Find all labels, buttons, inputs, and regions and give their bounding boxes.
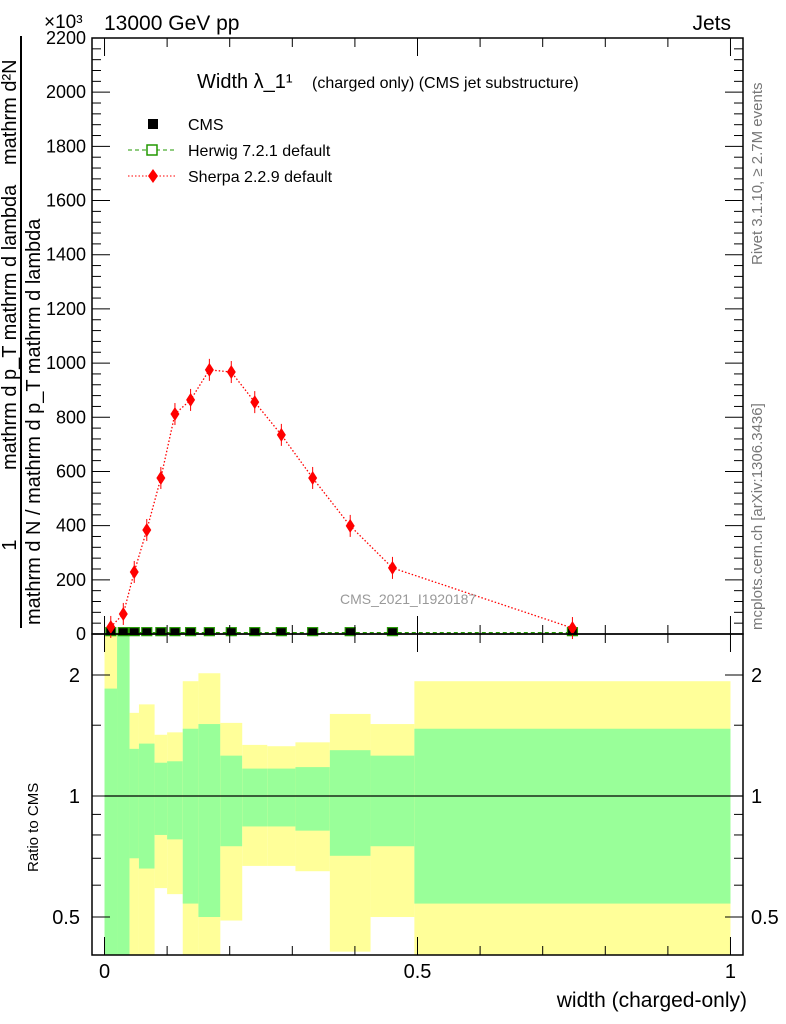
cms-point — [307, 627, 319, 637]
ratio-inner-band-bin — [414, 728, 731, 904]
ratio-y-tick-label-right: 0.5 — [751, 907, 779, 929]
legend-sherpa-marker — [148, 169, 158, 183]
legend: CMS Herwig 7.2.1 default Sherpa 2.2.9 de… — [128, 117, 333, 186]
y-tick-label: 1400 — [46, 245, 86, 265]
y-label-one: 1 — [0, 539, 21, 550]
ratio-y-tick-label: 2 — [69, 665, 80, 687]
cms-point — [386, 627, 399, 637]
x-axis-label: width (charged-only) — [556, 989, 747, 1012]
cms-point — [128, 627, 140, 637]
plot-title: Width λ_1¹ — [197, 71, 293, 93]
ratio-y-tick-label: 0.5 — [52, 907, 80, 929]
ratio-inner-band-bin — [198, 724, 221, 918]
legend-cms-marker — [148, 119, 158, 129]
sherpa-point — [345, 518, 355, 533]
ratio-inner-band-bin — [117, 634, 130, 955]
y-tick-label: 1000 — [46, 353, 86, 373]
y-tick-label: 2000 — [46, 82, 86, 102]
legend-cms-label: CMS — [188, 117, 224, 134]
main-marks — [105, 358, 579, 640]
ratio-y-tick-label: 1 — [69, 786, 80, 808]
ratio-inner-band-bin — [220, 755, 243, 847]
ratio-inner-band-bin — [104, 688, 118, 955]
sherpa-point — [142, 522, 152, 537]
cms-point — [203, 627, 215, 637]
sherpa-point — [567, 621, 577, 636]
y-tick-label: 600 — [56, 461, 86, 481]
sherpa-point — [156, 470, 166, 485]
ratio-inner-band-bin — [182, 728, 199, 904]
y-tick-label: 200 — [56, 570, 86, 590]
sherpa-point — [387, 560, 397, 575]
rivet-label: Rivet 3.1.10, ≥ 2.7M events — [749, 83, 766, 266]
sherpa-point — [118, 606, 128, 621]
y-exponent-label: ×10³ — [44, 12, 83, 33]
ratio-inner-band-bin — [154, 762, 168, 835]
energy-label: 13000 GeV pp — [104, 12, 239, 35]
cms-point — [169, 627, 181, 637]
cms-point — [155, 627, 167, 637]
y-tick-label: 1200 — [46, 299, 86, 319]
ratio-y-tick-label-right: 2 — [751, 665, 762, 687]
y-tick-label: 400 — [56, 516, 86, 536]
y-tick-label: 0 — [76, 624, 86, 644]
sherpa-point — [250, 395, 260, 410]
x-tick-label: 0 — [99, 961, 110, 983]
ratio-y-tick-label-right: 1 — [751, 786, 762, 808]
sherpa-point — [204, 362, 214, 377]
sherpa-point — [129, 564, 139, 579]
y-tick-label: 2200 — [46, 28, 86, 48]
ratio-bands — [104, 634, 743, 955]
ratio-inner-band-bin — [267, 768, 296, 827]
cms-point — [249, 627, 261, 637]
axes: 0200400600800100012001400160018002000220… — [46, 28, 779, 983]
sherpa-point — [276, 427, 286, 442]
cms-point — [117, 627, 129, 637]
ratio-inner-band-bin — [370, 755, 415, 847]
sherpa-point — [226, 365, 236, 380]
y-axis-label: mathrm d²N mathrm d p_T mathrm d lambda … — [0, 36, 45, 628]
x-tick-label: 1 — [725, 961, 736, 983]
ratio-inner-band-bin — [295, 767, 330, 831]
ratio-y-label: Ratio to CMS — [25, 783, 42, 872]
sherpa-point — [106, 619, 116, 634]
ratio-inner-band-bin — [242, 768, 268, 827]
y-tick-label: 1600 — [46, 191, 86, 211]
cms-point — [141, 627, 153, 637]
y-label-numerator: mathrm d²N — [0, 59, 21, 165]
cms-point — [184, 627, 197, 637]
y-tick-label: 800 — [56, 407, 86, 427]
y-label-denominator-part: mathrm d p_T mathrm d lambda — [0, 184, 21, 470]
mcplots-label: mcplots.cern.ch [arXiv:1306.3436] — [749, 403, 766, 630]
ratio-inner-band-bin — [138, 743, 155, 869]
process-label: Jets — [692, 12, 731, 35]
sherpa-point — [308, 470, 318, 485]
plot-subtitle: (charged only) (CMS jet substructure) — [312, 75, 579, 92]
x-tick-label: 0.5 — [404, 961, 432, 983]
cms-point — [275, 627, 287, 637]
sherpa-point — [186, 392, 196, 407]
y-label-denominator: mathrm d N / mathrm d p_T mathrm d lambd… — [23, 218, 45, 625]
ratio-inner-band-bin — [329, 750, 371, 856]
legend-herwig-marker — [146, 144, 158, 156]
cms-point — [225, 627, 237, 637]
y-tick-label: 1800 — [46, 136, 86, 156]
ratio-inner-band-bin — [167, 761, 183, 840]
ratio-inner-band-bin — [129, 748, 139, 859]
legend-herwig-label: Herwig 7.2.1 default — [188, 143, 331, 160]
sherpa-line — [110, 369, 573, 629]
sherpa-point — [170, 407, 180, 422]
legend-sherpa-label: Sherpa 2.2.9 default — [188, 169, 333, 186]
analysis-id-watermark: CMS_2021_I1920187 — [340, 591, 476, 607]
